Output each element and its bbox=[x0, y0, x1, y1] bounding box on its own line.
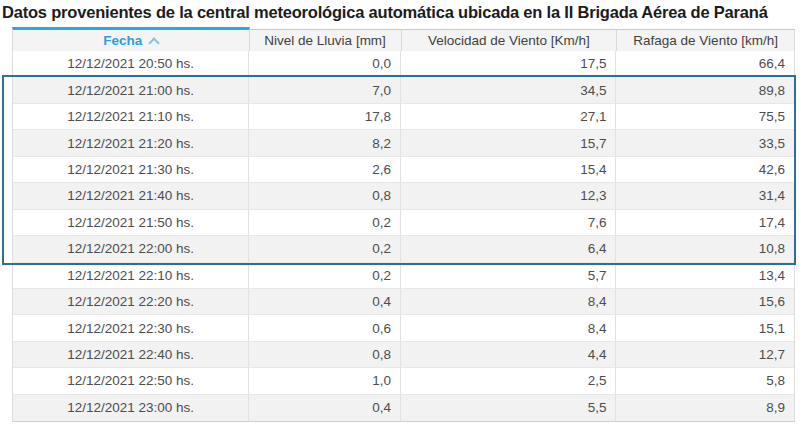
table-body: 12/12/2021 20:50 hs. 0,0 17,5 66,4 12/12… bbox=[12, 51, 795, 422]
cell-lluvia: 0,8 bbox=[249, 183, 401, 208]
table-row[interactable]: 12/12/2021 21:00 hs. 7,0 34,5 89,8 bbox=[13, 77, 794, 103]
cell-rafaga: 42,6 bbox=[616, 157, 794, 182]
cell-viento: 17,5 bbox=[401, 51, 616, 76]
cell-rafaga: 89,8 bbox=[616, 77, 794, 102]
table-row[interactable]: 12/12/2021 21:20 hs. 8,2 15,7 33,5 bbox=[13, 130, 794, 156]
cell-lluvia: 0,2 bbox=[249, 236, 401, 261]
cell-rafaga: 15,6 bbox=[616, 289, 794, 314]
cell-rafaga: 66,4 bbox=[616, 51, 794, 76]
table-row[interactable]: 12/12/2021 21:10 hs. 17,8 27,1 75,5 bbox=[13, 104, 794, 130]
cell-viento: 15,4 bbox=[401, 157, 616, 182]
table-row[interactable]: 12/12/2021 21:50 hs. 0,2 7,6 17,4 bbox=[13, 210, 794, 236]
cell-rafaga: 8,9 bbox=[616, 395, 794, 421]
cell-lluvia: 0,0 bbox=[249, 51, 401, 76]
cell-viento: 15,7 bbox=[401, 130, 616, 155]
cell-lluvia: 0,8 bbox=[249, 342, 401, 367]
page-title: Datos provenientes de la central meteoro… bbox=[2, 3, 798, 22]
cell-fecha: 12/12/2021 22:40 hs. bbox=[13, 342, 249, 367]
cell-rafaga: 31,4 bbox=[616, 183, 794, 208]
cell-viento: 5,7 bbox=[401, 263, 616, 288]
column-header-nivel-de-lluvia[interactable]: Nivel de Lluvia [mm] bbox=[250, 29, 402, 51]
cell-fecha: 12/12/2021 22:50 hs. bbox=[13, 368, 249, 393]
weather-data-page: Datos provenientes de la central meteoro… bbox=[0, 0, 800, 428]
cell-lluvia: 17,8 bbox=[249, 104, 401, 129]
column-header-fecha-label: Fecha bbox=[103, 33, 142, 48]
cell-rafaga: 10,8 bbox=[616, 236, 794, 261]
cell-fecha: 12/12/2021 21:00 hs. bbox=[13, 77, 249, 102]
cell-fecha: 12/12/2021 21:20 hs. bbox=[13, 130, 249, 155]
cell-viento: 7,6 bbox=[401, 210, 616, 235]
cell-rafaga: 17,4 bbox=[616, 210, 794, 235]
cell-fecha: 12/12/2021 22:10 hs. bbox=[13, 263, 249, 288]
column-header-lluvia-label: Nivel de Lluvia [mm] bbox=[264, 33, 386, 48]
table-row[interactable]: 12/12/2021 22:20 hs. 0,4 8,4 15,6 bbox=[13, 289, 794, 315]
cell-fecha: 12/12/2021 22:20 hs. bbox=[13, 289, 249, 314]
cell-viento: 8,4 bbox=[401, 289, 616, 314]
cell-fecha: 12/12/2021 21:30 hs. bbox=[13, 157, 249, 182]
column-header-rafaga-label: Rafaga de Viento [km/h] bbox=[633, 33, 778, 48]
cell-viento: 27,1 bbox=[401, 104, 616, 129]
table-row[interactable]: 12/12/2021 20:50 hs. 0,0 17,5 66,4 bbox=[13, 51, 794, 77]
table-row[interactable]: 12/12/2021 22:50 hs. 1,0 2,5 5,8 bbox=[13, 368, 794, 394]
table-row[interactable]: 12/12/2021 22:30 hs. 0,6 8,4 15,1 bbox=[13, 315, 794, 341]
cell-rafaga: 5,8 bbox=[616, 368, 794, 393]
cell-rafaga: 15,1 bbox=[616, 315, 794, 340]
table-row[interactable]: 12/12/2021 23:00 hs. 0,4 5,5 8,9 bbox=[13, 395, 794, 421]
cell-viento: 8,4 bbox=[401, 315, 616, 340]
cell-viento: 2,5 bbox=[401, 368, 616, 393]
table-row[interactable]: 12/12/2021 22:40 hs. 0,8 4,4 12,7 bbox=[13, 342, 794, 368]
cell-rafaga: 75,5 bbox=[616, 104, 794, 129]
cell-lluvia: 0,2 bbox=[249, 210, 401, 235]
cell-viento: 6,4 bbox=[401, 236, 616, 261]
column-header-fecha[interactable]: Fecha bbox=[12, 27, 250, 51]
cell-fecha: 12/12/2021 23:00 hs. bbox=[13, 395, 249, 421]
cell-rafaga: 13,4 bbox=[616, 263, 794, 288]
cell-fecha: 12/12/2021 22:00 hs. bbox=[13, 236, 249, 261]
sort-ascending-icon bbox=[149, 37, 160, 48]
cell-lluvia: 0,2 bbox=[249, 263, 401, 288]
cell-lluvia: 8,2 bbox=[249, 130, 401, 155]
cell-viento: 4,4 bbox=[401, 342, 616, 367]
cell-fecha: 12/12/2021 22:30 hs. bbox=[13, 315, 249, 340]
cell-fecha: 12/12/2021 21:50 hs. bbox=[13, 210, 249, 235]
table-row[interactable]: 12/12/2021 22:10 hs. 0,2 5,7 13,4 bbox=[13, 263, 794, 289]
cell-lluvia: 0,4 bbox=[249, 289, 401, 314]
table-header-row: Fecha Nivel de Lluvia [mm] Velocidad de … bbox=[12, 27, 795, 51]
cell-viento: 12,3 bbox=[401, 183, 616, 208]
weather-table: Fecha Nivel de Lluvia [mm] Velocidad de … bbox=[12, 27, 795, 422]
cell-fecha: 12/12/2021 20:50 hs. bbox=[13, 51, 249, 76]
table-row[interactable]: 12/12/2021 22:00 hs. 0,2 6,4 10,8 bbox=[13, 236, 794, 262]
cell-lluvia: 2,6 bbox=[249, 157, 401, 182]
cell-lluvia: 1,0 bbox=[249, 368, 401, 393]
column-header-viento-label: Velocidad de Viento [Km/h] bbox=[428, 33, 590, 48]
cell-rafaga: 33,5 bbox=[616, 130, 794, 155]
column-header-velocidad-de-viento[interactable]: Velocidad de Viento [Km/h] bbox=[402, 29, 618, 51]
cell-lluvia: 7,0 bbox=[249, 77, 401, 102]
cell-fecha: 12/12/2021 21:40 hs. bbox=[13, 183, 249, 208]
cell-fecha: 12/12/2021 21:10 hs. bbox=[13, 104, 249, 129]
cell-lluvia: 0,6 bbox=[249, 315, 401, 340]
cell-viento: 5,5 bbox=[401, 395, 616, 421]
cell-lluvia: 0,4 bbox=[249, 395, 401, 421]
cell-rafaga: 12,7 bbox=[616, 342, 794, 367]
cell-viento: 34,5 bbox=[401, 77, 616, 102]
column-header-rafaga-de-viento[interactable]: Rafaga de Viento [km/h] bbox=[617, 29, 795, 51]
table-row[interactable]: 12/12/2021 21:30 hs. 2,6 15,4 42,6 bbox=[13, 157, 794, 183]
table-row[interactable]: 12/12/2021 21:40 hs. 0,8 12,3 31,4 bbox=[13, 183, 794, 209]
